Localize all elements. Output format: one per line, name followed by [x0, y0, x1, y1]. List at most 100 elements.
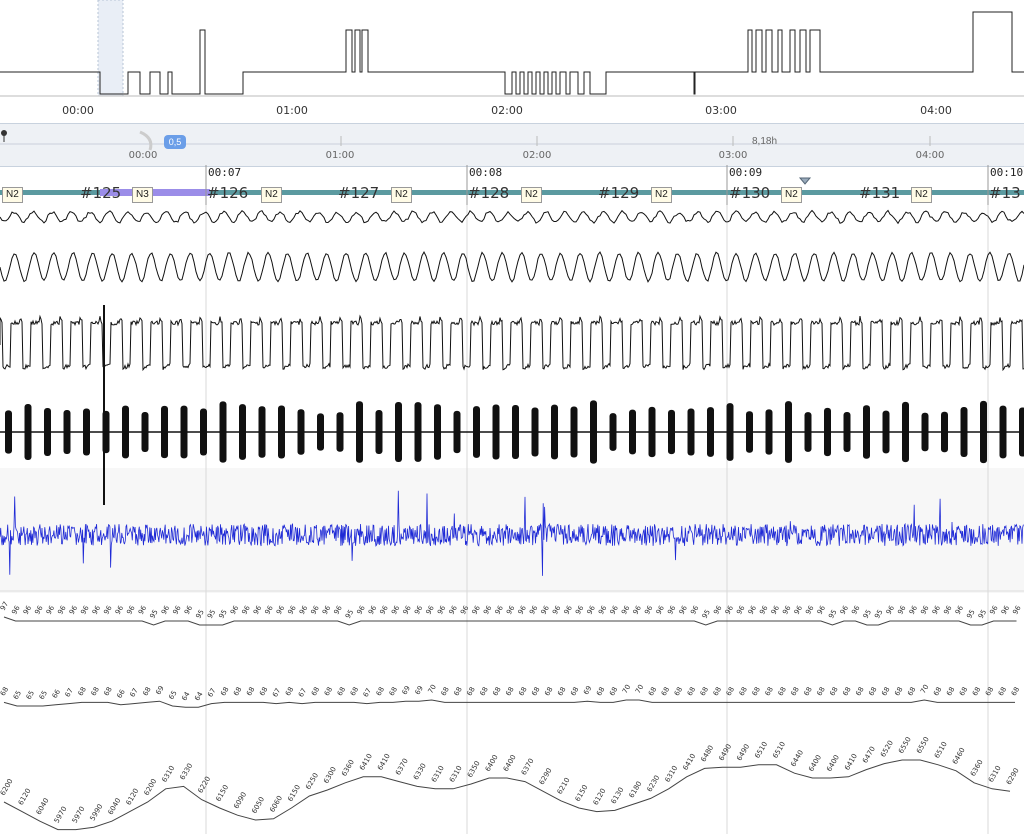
epoch-number[interactable]: #125	[80, 184, 122, 202]
channel-value-label: 6310	[448, 764, 464, 783]
pressure-channel[interactable]: 6200 6120 6040 5970 5970 5990 6040 6120 62006310…	[0, 736, 1021, 831]
pulse-channel[interactable]: 68 65 65 65 66 67 68 68 68 66 67 68 69 65 64 64 67 68 68 68…	[0, 683, 1021, 708]
channel-value-label: 67	[362, 687, 373, 699]
channel-value-label: 96	[459, 604, 471, 616]
channel-value-label: 6210	[556, 776, 572, 795]
channel-value-label: 6310	[664, 764, 680, 783]
snore-channel[interactable]	[0, 400, 1024, 464]
stage-tag[interactable]: N2	[521, 187, 542, 203]
stage-tag[interactable]: N2	[781, 187, 802, 203]
event-marker-icon[interactable]	[798, 177, 812, 185]
stage-tag[interactable]: N2	[2, 187, 23, 203]
airflow-channel[interactable]	[0, 209, 1024, 225]
channel-value-label: 65	[167, 689, 178, 701]
channel-value-label: 96	[954, 604, 966, 616]
channel-value-label: 96	[678, 604, 690, 616]
channel-value-label: 68	[388, 686, 399, 698]
channel-value-label: 68	[336, 686, 347, 698]
channel-value-label: 96	[563, 604, 575, 616]
channel-value-label: 96	[666, 604, 678, 616]
hypnogram-view-window[interactable]	[97, 0, 124, 97]
channel-value-label: 6510	[771, 740, 787, 759]
channel-value-label: 6460	[951, 746, 967, 765]
emg-channel[interactable]	[0, 490, 1024, 576]
epoch-time-label: 00:08	[469, 166, 503, 179]
channel-value-label: 96	[33, 604, 45, 616]
epoch-number[interactable]: #131	[859, 184, 901, 202]
epoch-number[interactable]: #13	[989, 184, 1021, 202]
epoch-track	[0, 165, 1024, 205]
channel-value-label: 68	[556, 686, 567, 698]
channel-value-label: 6550	[915, 736, 931, 755]
channel-value-label: 95	[206, 608, 217, 620]
epoch-time-label: 00:09	[729, 166, 763, 179]
channel-value-label: 96	[321, 604, 333, 616]
stage-tag[interactable]: N2	[911, 187, 932, 203]
channel-value-label: 6510	[933, 740, 949, 759]
channel-value-label: 96	[540, 604, 552, 616]
channel-value-label: 6310	[430, 764, 446, 783]
channel-value-label: 96	[413, 604, 425, 616]
channel-value-label: 68	[349, 686, 360, 698]
signal-traces-panel[interactable]: 97 96 96 96 96 96 96 96 96 96 96 96 96 95 96 96 96 95 95 95…	[0, 205, 1024, 834]
channel-value-label: 96	[45, 604, 57, 616]
channel-value-label: 96	[793, 604, 805, 616]
channel-value-label: 68	[491, 686, 502, 698]
nav-time-label: 03:00	[718, 150, 748, 161]
stage-tag[interactable]: N2	[651, 187, 672, 203]
time-navigator[interactable]: 0,5 8,18h 00:00 01:00 02:00 03:00 04:00	[0, 123, 1024, 167]
channel-value-label: 6290	[538, 767, 554, 786]
channel-value-label: 96	[689, 604, 701, 616]
channel-value-label: 96	[137, 604, 149, 616]
channel-value-label: 6150	[214, 784, 230, 803]
channel-value-label: 6360	[969, 758, 985, 777]
channel-value-label: 70	[621, 683, 632, 695]
epoch-number[interactable]: #129	[598, 184, 640, 202]
channel-value-label: 65	[12, 689, 23, 701]
channel-value-label: 96	[609, 604, 621, 616]
channel-value-label: 96	[309, 604, 321, 616]
epoch-number[interactable]: #128	[468, 184, 510, 202]
channel-value-label: 96	[102, 604, 114, 616]
hypno-time-label: 02:00	[491, 104, 523, 117]
channel-value-label: 6090	[232, 791, 248, 810]
channel-value-label: 6410	[843, 752, 859, 771]
stage-tag[interactable]: N2	[391, 187, 412, 203]
channel-value-label: 68	[751, 686, 762, 698]
thorax-effort-channel[interactable]	[0, 251, 1024, 283]
epoch-number[interactable]: #130	[729, 184, 771, 202]
channel-value-label: 68	[815, 686, 826, 698]
epoch-stage-bar[interactable]: 00:07 00:08 00:09 00:10 N2 #125 N3 #126 …	[0, 165, 1024, 205]
channel-value-label: 68	[141, 686, 152, 698]
spo2-channel[interactable]: 97 96 96 96 96 96 96 96 96 96 96 96 96 95 96 96 96 95 95 95…	[0, 600, 1023, 626]
stage-tag[interactable]: N2	[261, 187, 282, 203]
channel-value-label: 96	[91, 604, 103, 616]
channel-value-label: 6410	[681, 752, 697, 771]
hypnogram-panel[interactable]: 00:00 01:00 02:00 03:00 04:00	[0, 0, 1024, 122]
nav-time-label: 04:00	[915, 150, 945, 161]
channel-value-label: 96	[425, 604, 437, 616]
channel-value-label: 96	[597, 604, 609, 616]
channel-value-label: 95	[862, 608, 873, 620]
channel-value-label: 96	[275, 604, 287, 616]
channel-value-label: 96	[22, 604, 34, 616]
channel-value-label: 96	[286, 604, 298, 616]
channel-value-label: 68	[77, 686, 88, 698]
channel-value-label: 95	[194, 608, 205, 620]
channel-value-label: 95	[148, 608, 159, 620]
channel-value-label: 6180	[628, 780, 644, 799]
signal-traces: 97 96 96 96 96 96 96 96 96 96 96 96 96 95 96 96 96 95 95 95…	[0, 205, 1024, 834]
channel-value-label: 68	[971, 686, 982, 698]
stage-tag[interactable]: N3	[132, 187, 153, 203]
epoch-number[interactable]: #127	[338, 184, 380, 202]
channel-value-label: 69	[414, 684, 425, 696]
epoch-number[interactable]: #126	[207, 184, 249, 202]
channel-value-label: 96	[367, 604, 379, 616]
navigator-cursor[interactable]: 0,5	[164, 135, 186, 149]
abdomen-effort-channel[interactable]	[0, 305, 1024, 505]
channel-value-label: 68	[284, 686, 295, 698]
channel-value-label: 96	[171, 604, 183, 616]
channel-value-label: 6200	[143, 778, 159, 797]
channel-value-label: 96	[712, 604, 724, 616]
channel-value-label: 6310	[987, 764, 1003, 783]
